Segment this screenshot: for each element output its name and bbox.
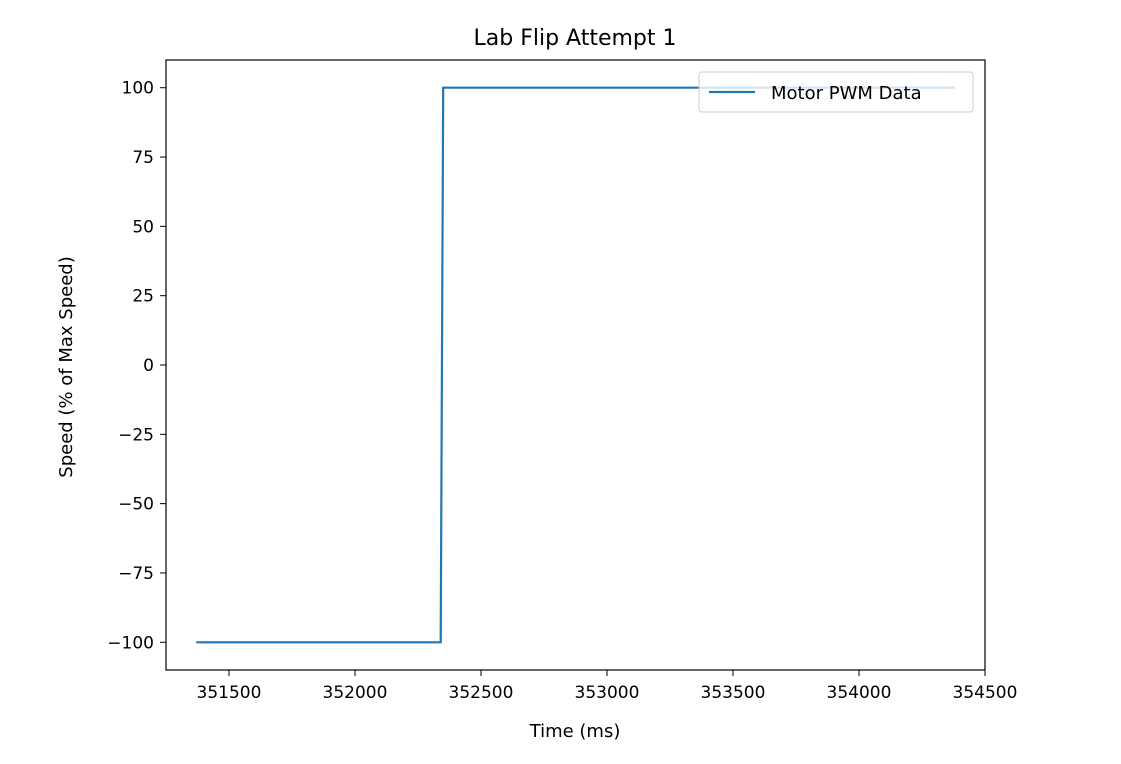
legend-box [698,71,974,113]
y-tick-label: 0 [143,356,154,376]
y-tick-label: −75 [118,564,154,584]
x-tick-label: 352000 [323,683,388,703]
x-tick-label: 354500 [953,683,1018,703]
x-axis: 351500 352000 352500 353000 353500 354000 3545… [197,670,1018,703]
chart-title: Lab Flip Attempt 1 [474,26,677,51]
y-tick-label: −100 [107,633,154,653]
x-tick-label: 353500 [701,683,766,703]
y-tick-label: 50 [132,217,154,237]
series-layer [196,86,955,644]
x-tick-label: 351500 [197,683,262,703]
series-line [196,86,955,644]
y-tick-label: 25 [132,287,154,307]
y-axis-label: Speed (% of Max Speed) [56,256,77,477]
x-tick-label: 352500 [449,683,514,703]
y-tick-label: 100 [122,79,154,99]
x-tick-label: 353000 [575,683,640,703]
y-tick-label: 75 [132,148,154,168]
x-tick-label: 354000 [827,683,892,703]
legend: Motor PWM Data [698,71,974,113]
legend-entry: Motor PWM Data [771,83,922,104]
x-axis-label: Time (ms) [529,721,621,742]
y-tick-label: −50 [118,495,154,515]
y-axis: 100 75 50 25 0 −25 −50 −75 −100 [107,79,166,653]
plot-frame [165,59,986,671]
y-tick-label: −25 [118,425,154,445]
